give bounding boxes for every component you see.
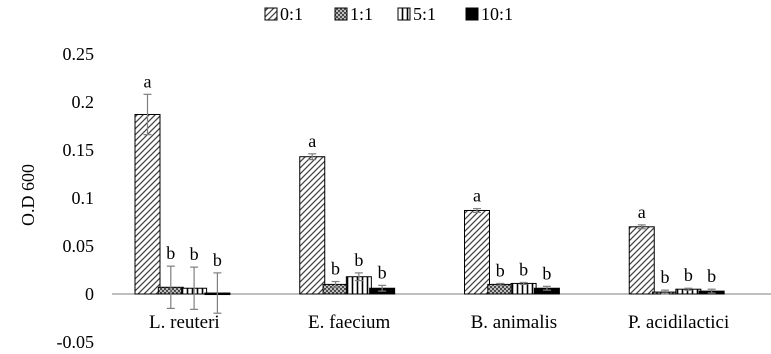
significance-label: b: [661, 267, 670, 287]
legend-label: 10:1: [481, 4, 513, 24]
y-axis-ticks: -0.05 0 0.05 0.1 0.15 0.2 0.25: [57, 44, 95, 352]
significance-label: a: [638, 202, 646, 222]
significance-label: b: [684, 265, 693, 285]
significance-label: b: [496, 260, 505, 280]
y-axis-label: O.D 600: [18, 164, 38, 226]
x-category-label: L. reuteri: [149, 312, 220, 333]
legend-swatch: [264, 7, 278, 21]
significance-label: b: [166, 243, 175, 263]
y-tick-label: 0.1: [72, 188, 95, 208]
legend-label: 1:1: [350, 4, 373, 24]
significance-label: b: [331, 259, 340, 279]
bars-group: [134, 113, 725, 296]
significance-label: b: [519, 259, 528, 279]
bar: [628, 226, 655, 295]
bar: [464, 209, 490, 295]
significance-label: a: [473, 186, 481, 206]
y-tick-label: 0.15: [63, 140, 95, 160]
bar: [299, 156, 326, 295]
significance-label: b: [213, 250, 222, 270]
x-category-label: E. faecium: [308, 312, 391, 333]
y-tick-label: 0.05: [63, 236, 95, 256]
legend-swatch: [334, 7, 348, 21]
y-tick-label: 0.2: [72, 92, 95, 112]
x-category-label: B. animalis: [471, 312, 558, 333]
error-bars-group: [143, 93, 716, 314]
significance-label: a: [308, 131, 316, 151]
significance-label: a: [144, 71, 152, 91]
significance-label: b: [542, 263, 551, 283]
legend-label: 5:1: [413, 4, 436, 24]
legend: 0:1 1:1 5:1 10:1: [264, 4, 513, 24]
x-category-label: P. acidilactici: [628, 312, 729, 333]
y-tick-label: -0.05: [57, 332, 95, 352]
legend-swatch: [397, 7, 411, 21]
significance-label: b: [707, 266, 716, 286]
significance-label: b: [354, 250, 363, 270]
bar: [134, 113, 161, 295]
x-axis-categories: L. reuteri E. faecium B. animalis P. acidil…: [149, 312, 729, 333]
bar: [510, 282, 537, 295]
y-tick-label: 0.25: [63, 44, 95, 64]
significance-label: b: [190, 244, 199, 264]
legend-label: 0:1: [280, 4, 303, 24]
legend-swatch: [465, 7, 479, 21]
y-tick-label: 0: [85, 284, 94, 304]
significance-label: b: [378, 262, 387, 282]
